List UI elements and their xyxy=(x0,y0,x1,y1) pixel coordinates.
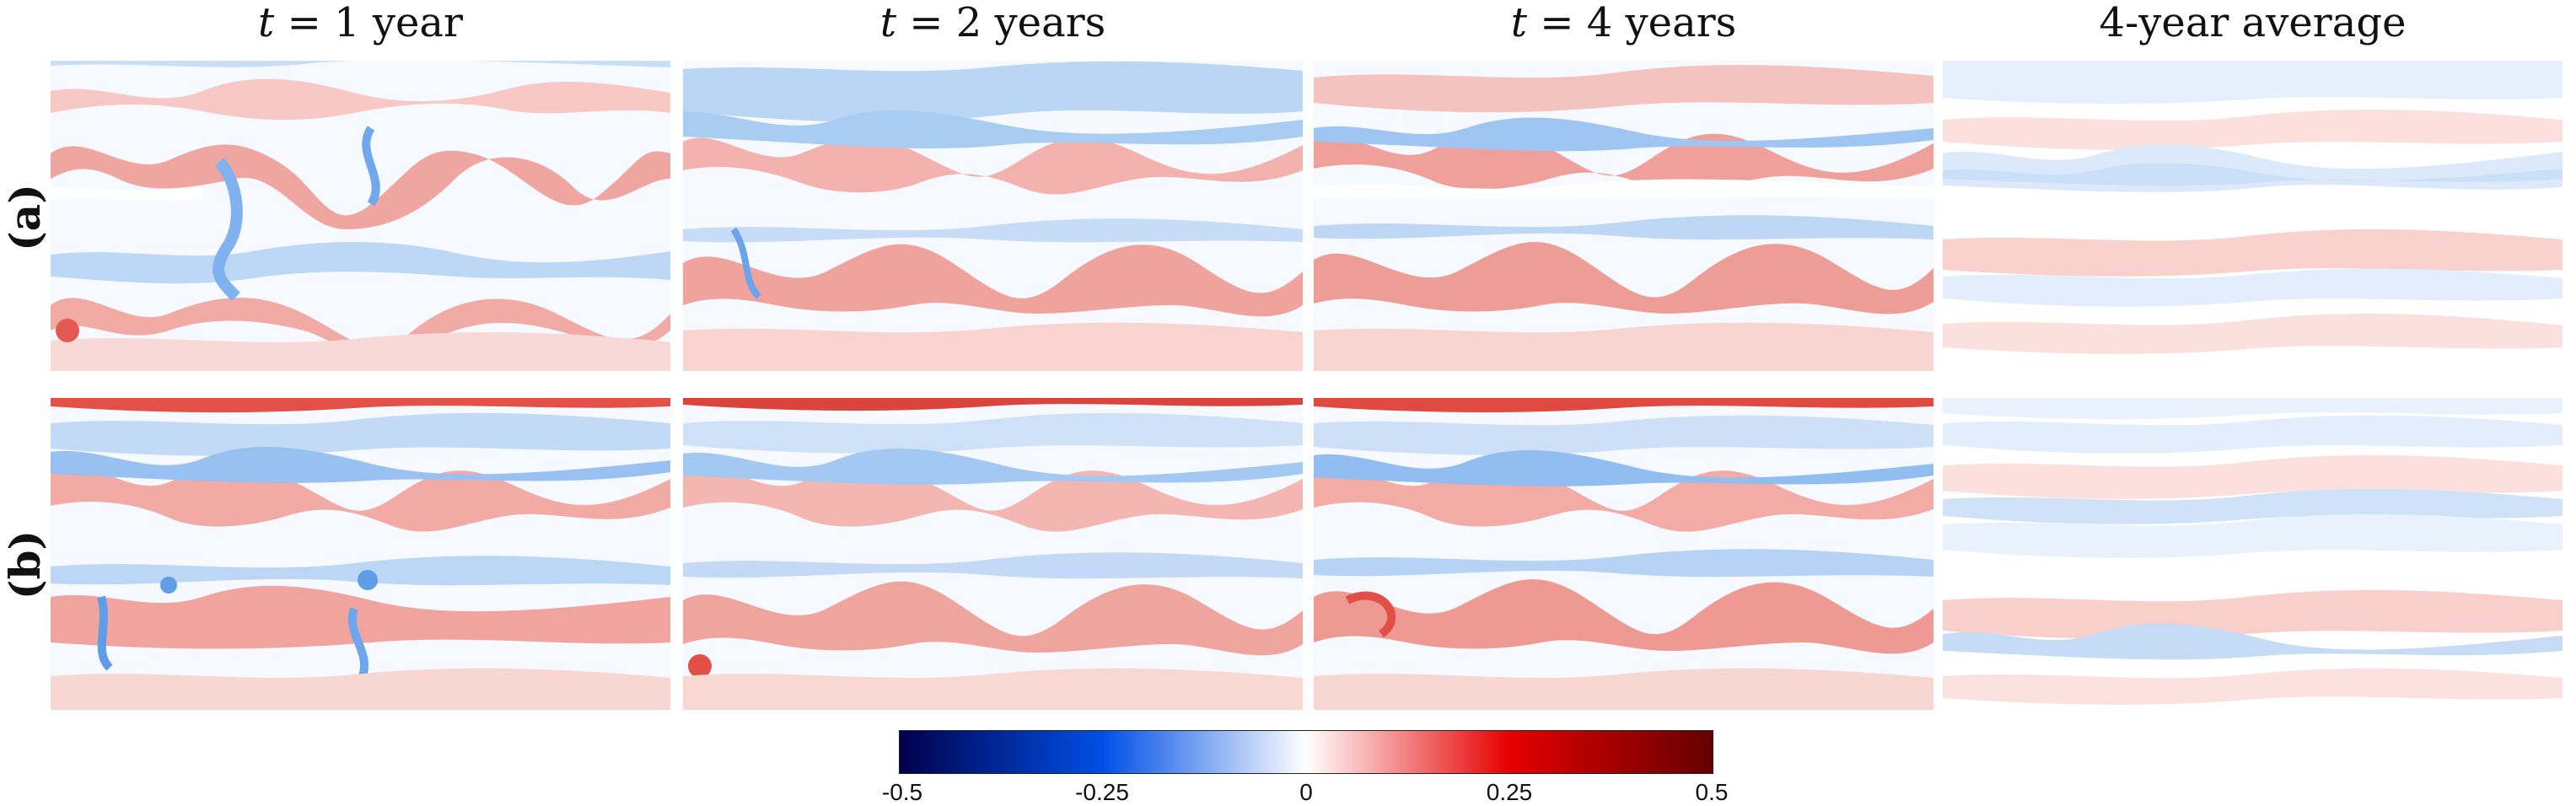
panel-b-year-1 xyxy=(51,398,670,710)
panel-b-average xyxy=(1943,398,2563,710)
colorbar-tick-3: 0 xyxy=(1299,779,1313,805)
row-label-b: (b) xyxy=(0,529,50,600)
column-title-3: t = 4 years xyxy=(1510,0,1737,46)
colorbar-tick-4: 0.25 xyxy=(1486,779,1533,805)
panel-b-year-2 xyxy=(683,398,1303,710)
colorbar-tick-2: -0.25 xyxy=(1075,779,1129,805)
panel-a-average xyxy=(1943,61,2563,371)
colorbar-tick-1: -0.5 xyxy=(881,779,923,805)
panel-a-year-4 xyxy=(1314,61,1933,371)
colorbar xyxy=(899,730,1713,774)
panel-a-year-2 xyxy=(683,61,1303,371)
column-title-1: t = 1 year xyxy=(258,0,463,46)
colorbar-tick-5: 0.5 xyxy=(1695,779,1729,805)
column-title-4: 4-year average xyxy=(2099,0,2407,46)
panel-b-year-4 xyxy=(1314,398,1933,710)
panel-a-year-1 xyxy=(51,61,670,371)
row-label-a: (a) xyxy=(0,184,50,251)
column-title-2: t = 2 years xyxy=(879,0,1106,46)
